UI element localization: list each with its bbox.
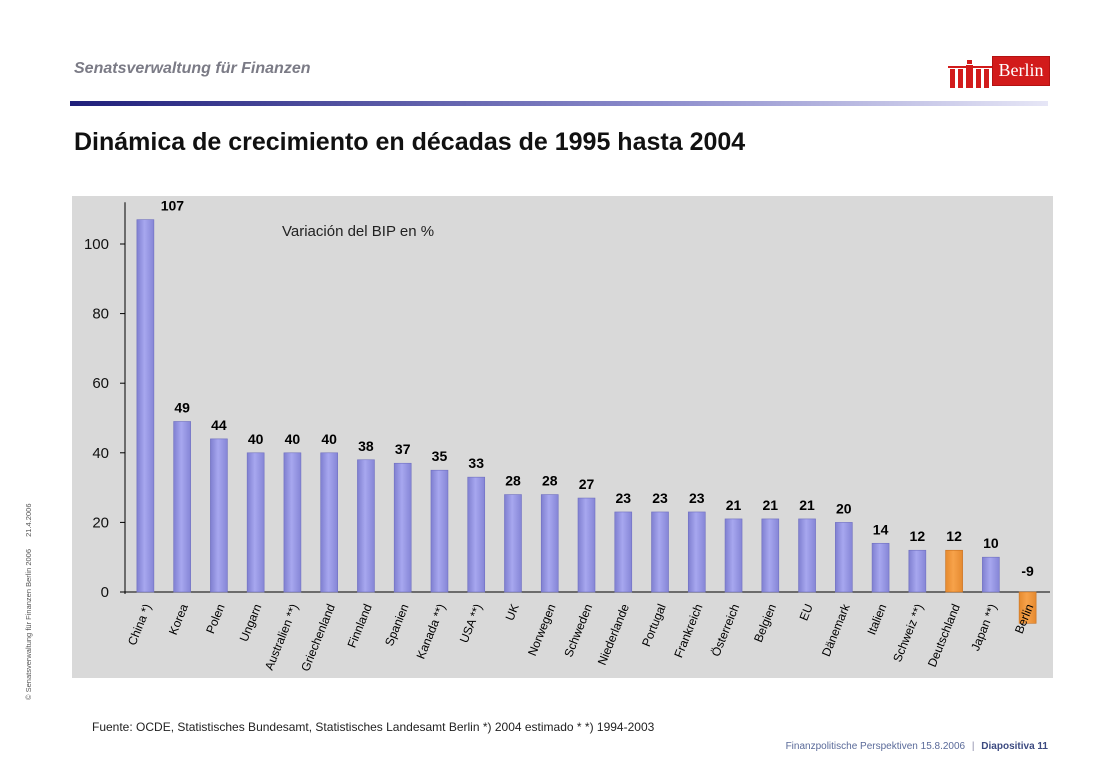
category-label-7: Spanien	[382, 602, 411, 648]
category-label-23: Japan **)	[968, 602, 999, 653]
category-label-17: Belgien	[751, 602, 779, 644]
bar-4	[283, 452, 302, 593]
category-label-22: Deutschland	[925, 602, 963, 669]
bar-chart: Variación del BIP en % 0 20 40 60 80 100 107 Chi…	[84, 198, 1050, 673]
bar-23	[982, 556, 1000, 593]
category-label-3: Ungarn	[237, 602, 265, 644]
bar-9	[467, 476, 486, 593]
bar-3	[246, 452, 265, 593]
data-label-0: 107	[161, 198, 185, 214]
data-label-9: 33	[468, 455, 484, 471]
data-label-6: 38	[358, 438, 374, 454]
category-label-20: Italien	[864, 602, 889, 637]
y-tick-label: 20	[92, 514, 109, 531]
data-label-7: 37	[395, 441, 411, 457]
header-rule	[70, 101, 1048, 106]
category-label-5: Griechenland	[298, 602, 338, 673]
bar-1	[173, 421, 191, 593]
category-label-14: Portugal	[639, 602, 669, 649]
data-label-23: 10	[983, 535, 999, 551]
berlin-logo-text: Berlin	[998, 60, 1044, 80]
bar-16	[724, 518, 743, 593]
category-label-13: Niederlande	[595, 602, 632, 668]
data-label-11: 28	[542, 473, 558, 489]
copyright-note: © Senatsverwaltung für Finanzen Berlin 2…	[24, 504, 33, 701]
berlin-bear-logo-icon	[948, 60, 992, 88]
y-tick-label: 0	[101, 584, 109, 601]
berlin-logo-box: Berlin	[992, 56, 1050, 86]
data-label-5: 40	[321, 431, 337, 447]
data-label-24: -9	[1021, 563, 1034, 579]
data-label-14: 23	[652, 490, 668, 506]
category-label-0: China *)	[125, 602, 154, 647]
footer-separator: |	[971, 741, 975, 752]
data-label-2: 44	[211, 417, 227, 433]
category-label-21: Schweiz **)	[890, 602, 926, 664]
data-label-3: 40	[248, 431, 264, 447]
data-label-20: 14	[873, 521, 889, 537]
agency-name: Senatsverwaltung für Finanzen	[74, 60, 311, 77]
data-label-4: 40	[285, 431, 301, 447]
y-tick-label: 100	[84, 236, 109, 253]
bar-18	[798, 518, 816, 593]
bar-21	[908, 549, 927, 593]
bar-12	[577, 497, 596, 593]
bar-10	[504, 494, 522, 593]
bar-14	[651, 511, 669, 593]
data-label-18: 21	[799, 497, 815, 513]
category-label-4: Australien **)	[262, 602, 301, 672]
bar-20	[871, 542, 890, 593]
data-label-19: 20	[836, 500, 852, 516]
data-label-21: 12	[910, 528, 926, 544]
berlin-logo: Berlin	[948, 56, 1050, 90]
data-label-12: 27	[579, 476, 595, 492]
bar-15	[687, 511, 706, 593]
copyright-text: © Senatsverwaltung für Finanzen Berlin 2…	[24, 548, 33, 700]
y-tick-label: 60	[92, 375, 109, 392]
category-label-12: Schweden	[561, 602, 595, 659]
y-tick-label: 40	[92, 445, 109, 462]
data-label-13: 23	[615, 490, 631, 506]
footer-document: Finanzpolitische Perspektiven 15.8.2006	[785, 741, 966, 752]
category-label-16: Österreich	[709, 602, 743, 659]
category-label-11: Norwegen	[525, 602, 558, 658]
y-tick-label: 80	[92, 306, 109, 323]
bar-11	[540, 494, 559, 593]
source-note: Fuente: OCDE, Statistisches Bundesamt, S…	[92, 720, 655, 734]
category-label-9: USA **)	[457, 602, 485, 645]
bar-8	[430, 469, 449, 593]
category-label-8: Kanada **)	[414, 602, 449, 661]
data-label-22: 12	[946, 528, 962, 544]
category-label-1: Korea	[166, 602, 191, 637]
data-label-10: 28	[505, 473, 521, 489]
copyright-date: 21.4.2006	[24, 503, 33, 537]
bar-19	[835, 522, 853, 593]
bar-22	[945, 549, 963, 593]
category-label-10: UK	[503, 602, 522, 623]
footer-slide-number: Diapositiva 11	[981, 741, 1048, 752]
chart-panel: Variación del BIP en % 0 20 40 60 80 100 107 Chi…	[72, 196, 1053, 678]
data-label-16: 21	[726, 497, 742, 513]
category-label-6: Finnland	[344, 602, 374, 650]
bar-7	[393, 462, 412, 593]
data-label-8: 35	[432, 448, 448, 464]
chart-title: Variación del BIP en %	[282, 223, 434, 240]
page-title: Dinámica de crecimiento en décadas de 19…	[74, 128, 746, 156]
category-label-18: EU	[797, 602, 816, 623]
data-label-17: 21	[763, 497, 779, 513]
bar-2	[210, 438, 228, 593]
bar-5	[320, 452, 338, 593]
bar-6	[357, 459, 375, 593]
category-label-2: Polen	[203, 602, 227, 636]
bar-24	[1018, 591, 1037, 624]
data-label-1: 49	[174, 399, 190, 415]
category-label-15: Frankreich	[671, 602, 705, 660]
bar-0	[136, 219, 155, 593]
category-label-19: Dänemark	[819, 601, 853, 658]
footer: Finanzpolitische Perspektiven 15.8.2006 …	[786, 741, 1048, 752]
bar-17	[761, 518, 780, 593]
bar-13	[614, 511, 633, 593]
data-label-15: 23	[689, 490, 705, 506]
